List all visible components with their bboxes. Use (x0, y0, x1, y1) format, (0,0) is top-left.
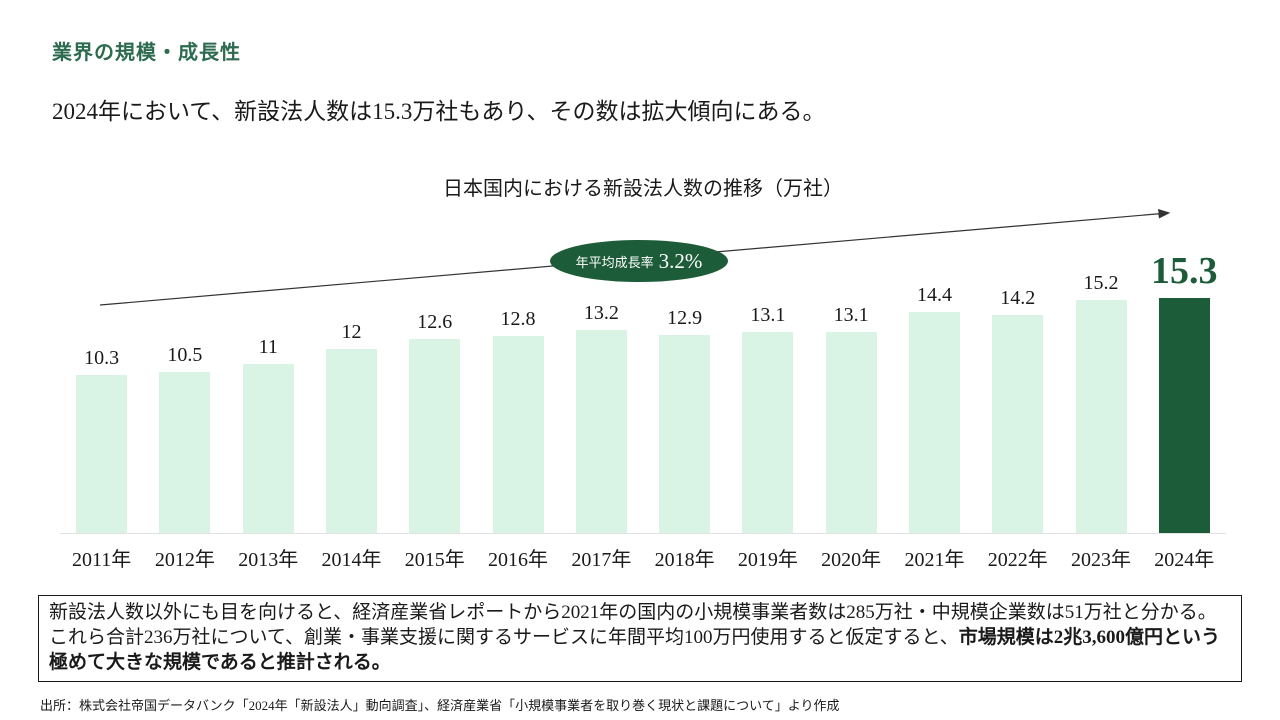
bar (742, 332, 794, 533)
bar-column: 13.2 (560, 303, 643, 533)
bar-value-label: 13.1 (750, 304, 786, 326)
bar (409, 339, 461, 533)
x-axis-label: 2021年 (904, 549, 965, 571)
x-axis-label: 2015年 (404, 549, 465, 571)
bar (992, 315, 1044, 533)
bar-value-label: 12.6 (417, 311, 453, 333)
year-labels: 2011年 2012年 2013年 2014年 2015年 2016年 2017年 2018年… (60, 543, 1226, 572)
bar-value-label: 14.4 (916, 284, 952, 306)
bar-value-label: 13.2 (583, 302, 619, 324)
x-axis-label: 2016年 (488, 549, 549, 571)
bar (242, 364, 294, 533)
x-axis-label: 2011年 (72, 549, 132, 571)
bar-value-label: 12.9 (667, 307, 703, 329)
note-line-2: これら合計236万社について、創業・事業支援に関するサービスに年間平均100万円… (49, 627, 1220, 648)
bar-column: 12.8 (476, 309, 559, 533)
bar (659, 335, 711, 533)
source-note: 出所：株式会社帝国データバンク「2024年「新設法人」動向調査」、経済産業省「小… (40, 698, 840, 713)
bar-value-label: 12 (341, 321, 362, 343)
page-title: 業界の規模・成長性 (52, 42, 241, 64)
bar (325, 349, 377, 533)
bar-column: 13.1 (726, 305, 809, 533)
bar-column: 13.1 (810, 305, 893, 533)
x-axis-label: 2023年 (1071, 549, 1132, 571)
bar-column: 15.2 (1059, 273, 1142, 533)
x-axis-label: 2022年 (987, 549, 1048, 571)
bar-column: 14.4 (893, 285, 976, 533)
x-axis-label: 2017年 (571, 549, 632, 571)
x-axis-label: 2019年 (737, 549, 798, 571)
note-line-1: 新設法人数以外にも目を向けると、経済産業省レポートから2021年の国内の小規模事… (49, 602, 1217, 623)
x-axis-label: 2024年 (1154, 549, 1215, 571)
bar (1075, 300, 1127, 533)
bar-column: 10.5 (143, 345, 226, 533)
bar-column: 11 (227, 337, 310, 533)
bar-columns: 10.3 10.5 11 12 12.6 12.8 13.2 12.9 13.1 13.1 14.4… (60, 233, 1226, 533)
cagr-badge: 年平均成長率 3.2% (550, 240, 728, 282)
bar-value-label: 10.5 (167, 344, 203, 366)
bar-column: 10.3 (60, 348, 143, 533)
x-axis-label: 2018年 (654, 549, 715, 571)
cagr-badge-value: 3.2% (658, 248, 703, 273)
bar (908, 312, 960, 533)
bar-value-label: 12.8 (500, 308, 536, 330)
page-subtitle: 2024年において、新設法人数は15.3万社もあり、その数は拡大傾向にある。 (52, 99, 826, 124)
bar-value-label: 13.1 (833, 304, 869, 326)
bar-column: 12 (310, 322, 393, 533)
bar (492, 336, 544, 533)
chart-title: 日本国内における新設法人数の推移（万社） (443, 178, 843, 200)
x-axis-line (60, 533, 1226, 534)
bar-value-label: 10.3 (84, 347, 120, 369)
bar-column: 14.2 (976, 288, 1059, 533)
bar-value-label: 15.3 (1151, 250, 1218, 292)
bar (825, 332, 877, 533)
x-axis-label: 2012年 (154, 549, 215, 571)
bar-column: 15.3 (1143, 252, 1226, 533)
bar-column: 12.6 (393, 312, 476, 533)
bar-value-label: 14.2 (1000, 287, 1036, 309)
note-box: 新設法人数以外にも目を向けると、経済産業省レポートから2021年の国内の小規模事… (38, 595, 1242, 682)
note-line-3: 極めて大きな規模であると推計される。 (49, 652, 391, 673)
bar (159, 372, 211, 533)
bar (1158, 298, 1210, 533)
bar (575, 330, 627, 533)
x-axis-label: 2020年 (821, 549, 882, 571)
x-axis-label: 2013年 (238, 549, 299, 571)
cagr-badge-label: 年平均成長率 (575, 254, 654, 270)
x-axis-label: 2014年 (321, 549, 382, 571)
bar (76, 375, 128, 533)
bar-column: 12.9 (643, 308, 726, 533)
bar-value-label: 11 (258, 336, 278, 358)
bar-value-label: 15.2 (1083, 272, 1119, 294)
